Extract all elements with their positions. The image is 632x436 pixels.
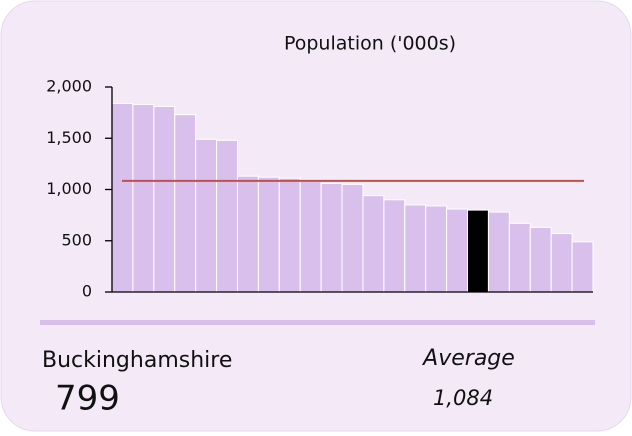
bar bbox=[320, 182, 343, 293]
bar bbox=[508, 222, 531, 293]
bar bbox=[404, 204, 427, 293]
bar bbox=[467, 209, 489, 293]
chart-title: Population ('000s) bbox=[284, 33, 456, 55]
bar bbox=[383, 199, 406, 293]
bar bbox=[446, 208, 469, 293]
bar bbox=[236, 175, 259, 293]
bar bbox=[341, 183, 364, 293]
separator bbox=[40, 320, 595, 325]
bar bbox=[132, 103, 155, 293]
bar bbox=[257, 176, 280, 293]
bar bbox=[529, 226, 552, 293]
bar bbox=[487, 211, 510, 293]
bar bbox=[425, 205, 448, 293]
bar bbox=[299, 180, 322, 293]
bar bbox=[111, 102, 134, 293]
bar bbox=[278, 177, 301, 293]
selected-name: Buckinghamshire bbox=[42, 348, 232, 373]
y-tick-label: 0 bbox=[82, 282, 92, 301]
bar bbox=[195, 138, 218, 293]
average-value: 1,084 bbox=[433, 386, 493, 410]
y-tick-label: 2,000 bbox=[46, 77, 92, 96]
bar bbox=[571, 241, 594, 293]
y-tick-label: 1,500 bbox=[46, 128, 92, 147]
bar bbox=[153, 105, 176, 293]
bar bbox=[174, 114, 197, 293]
bar bbox=[362, 195, 385, 293]
y-tick-label: 1,000 bbox=[46, 179, 92, 198]
average-label: Average bbox=[421, 346, 515, 371]
y-tick-label: 500 bbox=[61, 230, 92, 249]
selected-value: 799 bbox=[55, 379, 120, 419]
bar bbox=[216, 139, 238, 293]
bar bbox=[550, 233, 573, 293]
